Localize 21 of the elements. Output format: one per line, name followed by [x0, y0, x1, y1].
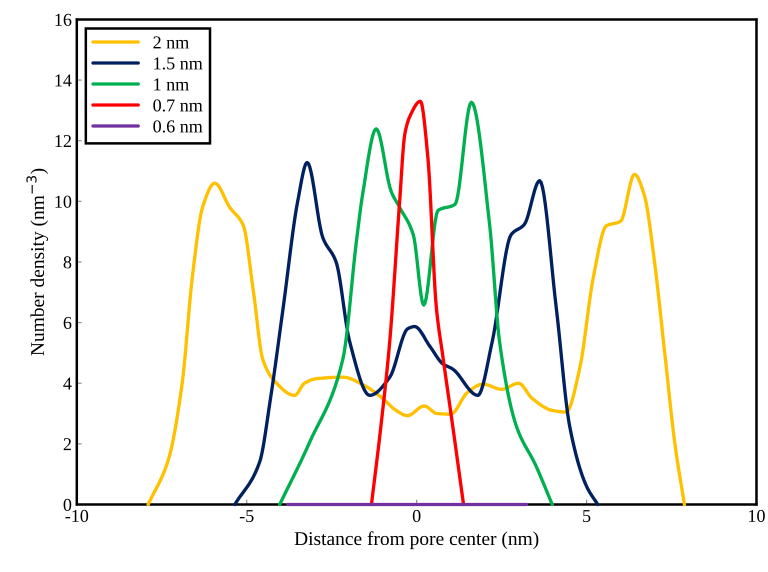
- y-tick-label: 12: [55, 135, 71, 147]
- x-axis-title: Distance from pore center (nm): [294, 531, 538, 550]
- x-tick-label: -5: [240, 510, 254, 522]
- legend-label: 1 nm: [154, 78, 189, 90]
- y-tick-label: 4: [63, 378, 72, 390]
- x-tick-label: 0: [412, 510, 420, 522]
- legend-label: 0.7 nm: [153, 99, 203, 112]
- legend-label: 2 nm: [153, 36, 189, 48]
- y-tick-label: 16: [55, 14, 72, 26]
- y-tick-label: 8: [64, 256, 72, 268]
- y-tick-label: 14: [55, 74, 72, 86]
- x-tick-label: 5: [583, 510, 590, 522]
- y-tick-label: 10: [55, 196, 72, 208]
- y-tick-label: 0: [64, 498, 72, 511]
- y-axis-title: Number density (nm$^{−3}$): [26, 168, 48, 356]
- x-tick-label: -10: [65, 510, 88, 522]
- legend-label: 1.5 nm: [154, 57, 203, 70]
- y-tick-label: 6: [64, 316, 72, 330]
- legend-label: 0.6 nm: [153, 120, 203, 133]
- x-tick-label: 10: [749, 510, 765, 522]
- y-tick-label: 2: [64, 438, 71, 450]
